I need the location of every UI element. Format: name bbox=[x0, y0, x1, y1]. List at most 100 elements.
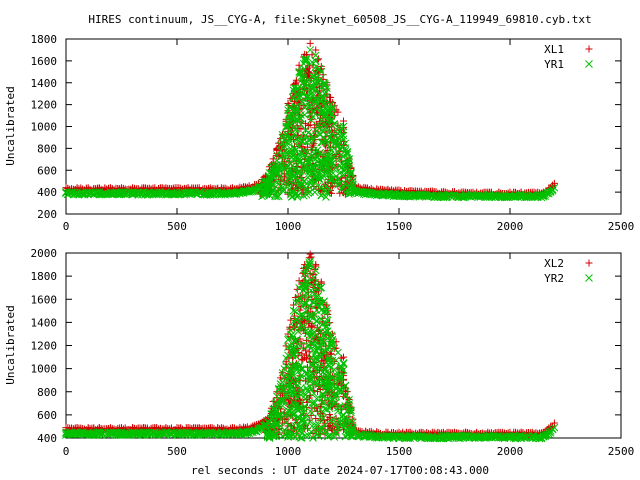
series-yr1 bbox=[62, 46, 559, 202]
x-axis-label: rel seconds : UT date 2024-07-17T00:08:4… bbox=[191, 464, 489, 477]
data-point bbox=[271, 192, 279, 201]
data-point bbox=[315, 174, 324, 183]
legend-label-yr2: YR2 bbox=[544, 272, 564, 285]
data-point bbox=[217, 184, 225, 192]
data-point bbox=[326, 175, 335, 184]
data-point bbox=[328, 109, 337, 118]
data-point bbox=[305, 157, 314, 166]
data-point bbox=[332, 356, 340, 365]
data-point bbox=[309, 91, 317, 100]
data-point bbox=[310, 146, 318, 155]
x-tick-label: 0 bbox=[63, 220, 70, 233]
data-point bbox=[302, 55, 311, 64]
data-point bbox=[300, 65, 309, 74]
data-point bbox=[289, 114, 298, 123]
data-point bbox=[280, 186, 289, 195]
y-tick-label: 1200 bbox=[31, 340, 58, 353]
y-tick-label: 1600 bbox=[31, 55, 58, 68]
data-point bbox=[301, 394, 310, 403]
y-tick-label: 1600 bbox=[31, 293, 58, 306]
data-point bbox=[328, 159, 337, 167]
x-tick-label: 1500 bbox=[386, 220, 413, 233]
y-axis-label-bottom: Uncalibrated bbox=[4, 305, 17, 384]
data-point bbox=[339, 131, 348, 140]
y-tick-label: 800 bbox=[37, 142, 57, 155]
data-point bbox=[322, 139, 331, 148]
data-point bbox=[339, 411, 348, 419]
data-point bbox=[173, 184, 181, 192]
ticks-top: 0 500 1000 1500 2000 2500 200 400 600 800 1000 1200… bbox=[31, 33, 635, 233]
x-tick-label: 2000 bbox=[497, 220, 524, 233]
data-point bbox=[305, 94, 314, 103]
x-tick-label: 2500 bbox=[608, 445, 635, 458]
x-tick-label: 1500 bbox=[386, 445, 413, 458]
legend-marker-yr2 bbox=[585, 274, 593, 282]
y-tick-label: 2000 bbox=[31, 247, 58, 260]
data-point bbox=[297, 120, 305, 129]
x-tick-label: 0 bbox=[63, 445, 70, 458]
data-point bbox=[282, 162, 291, 170]
data-point bbox=[292, 190, 301, 198]
data-point bbox=[316, 165, 325, 174]
legend-marker-xl1 bbox=[585, 45, 593, 53]
x-tick-label: 1000 bbox=[275, 445, 302, 458]
data-point bbox=[285, 139, 293, 148]
data-point bbox=[292, 76, 300, 84]
y-tick-label: 200 bbox=[37, 208, 57, 221]
data-point bbox=[297, 182, 305, 191]
data-point bbox=[317, 191, 326, 200]
plot-frame-bottom bbox=[65, 252, 622, 439]
data-point bbox=[282, 123, 291, 132]
x-tick-label: 500 bbox=[167, 445, 187, 458]
data-point bbox=[309, 141, 317, 149]
data-point bbox=[293, 193, 302, 201]
data-point bbox=[324, 184, 333, 192]
marks-bottom bbox=[62, 250, 559, 443]
y-tick-label: 600 bbox=[37, 409, 57, 422]
data-point bbox=[297, 157, 305, 166]
series-yr2 bbox=[62, 257, 559, 443]
data-point bbox=[334, 148, 342, 157]
data-point bbox=[273, 169, 281, 178]
x-tick-label: 1000 bbox=[275, 220, 302, 233]
data-point bbox=[296, 171, 304, 180]
data-point bbox=[297, 111, 305, 119]
data-point bbox=[334, 348, 342, 357]
y-tick-label: 1000 bbox=[31, 363, 58, 376]
data-point bbox=[310, 108, 318, 117]
data-point bbox=[334, 175, 342, 183]
legend-marker-yr1 bbox=[585, 60, 593, 68]
data-point bbox=[294, 167, 303, 176]
y-axis-label-top: Uncalibrated bbox=[4, 86, 17, 165]
data-point bbox=[304, 75, 313, 84]
y-tick-label: 400 bbox=[37, 432, 57, 445]
data-point bbox=[295, 142, 303, 151]
data-point bbox=[550, 179, 558, 187]
data-point bbox=[312, 46, 320, 54]
data-point bbox=[293, 103, 302, 112]
data-point bbox=[327, 157, 336, 166]
data-point bbox=[286, 180, 295, 189]
y-tick-label: 1400 bbox=[31, 316, 58, 329]
legend-label-xl2: XL2 bbox=[544, 257, 564, 270]
data-point bbox=[312, 104, 321, 112]
data-point bbox=[321, 80, 329, 88]
legend-marker-xl2 bbox=[585, 259, 593, 267]
y-tick-label: 1800 bbox=[31, 270, 58, 283]
data-point bbox=[335, 154, 344, 163]
x-tick-label: 2000 bbox=[497, 445, 524, 458]
panel-top: Uncalibrated 0 500 1000 1500 2000 2500 200 400 6… bbox=[4, 33, 634, 233]
data-point bbox=[284, 180, 292, 189]
y-tick-label: 1400 bbox=[31, 77, 58, 90]
data-point bbox=[301, 50, 309, 58]
data-point bbox=[322, 193, 330, 201]
data-point bbox=[310, 188, 319, 197]
y-tick-label: 1000 bbox=[31, 121, 58, 134]
data-point bbox=[305, 136, 314, 145]
x-tick-label: 500 bbox=[167, 220, 187, 233]
y-tick-label: 800 bbox=[37, 386, 57, 399]
legend-label-yr1: YR1 bbox=[544, 58, 564, 71]
panel-bottom: Uncalibrated 0 500 1000 1500 2000 2500 400 600 8… bbox=[4, 247, 634, 458]
